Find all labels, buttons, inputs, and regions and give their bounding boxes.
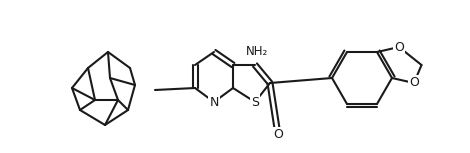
Text: N: N (209, 95, 219, 108)
Text: O: O (409, 76, 419, 90)
Text: O: O (394, 41, 404, 54)
Text: S: S (251, 95, 259, 108)
Text: O: O (273, 129, 283, 142)
Text: NH₂: NH₂ (246, 45, 268, 58)
